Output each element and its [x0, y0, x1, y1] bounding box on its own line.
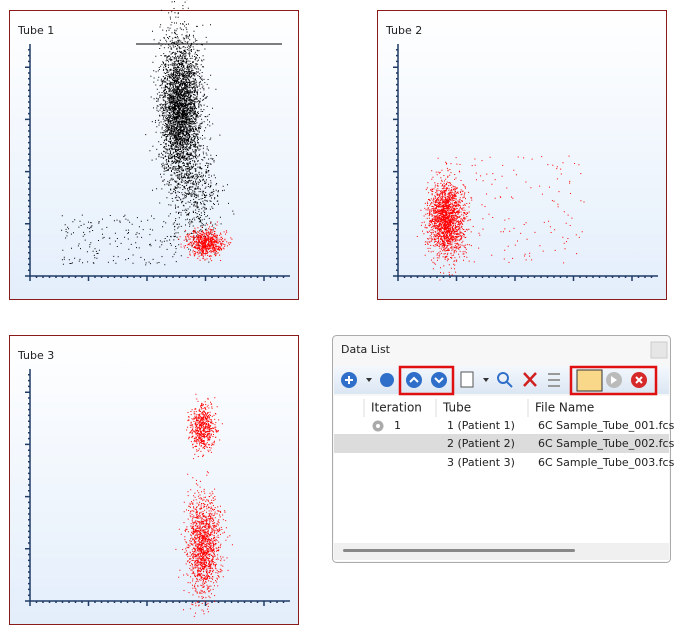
rows: 1 1 (Patient 1) 6C Sample_Tube_001.fcs 2… — [394, 419, 675, 469]
event-cloud — [175, 471, 233, 617]
axes — [25, 369, 290, 606]
cell[interactable]: 1 — [394, 419, 401, 432]
move-up-button[interactable] — [406, 372, 422, 388]
plot-tube-3: Tube 3 — [9, 335, 299, 625]
plot-tube-2: Tube 2 — [377, 10, 667, 300]
cell[interactable]: 6C Sample_Tube_002.fcs — [538, 437, 675, 450]
delete-button[interactable] — [523, 372, 537, 387]
plot-title: Tube 3 — [17, 349, 54, 362]
axes — [393, 44, 658, 281]
iteration-icon-dot — [376, 424, 380, 428]
event-cloud — [436, 155, 585, 266]
axes — [25, 44, 290, 281]
up-icon — [409, 376, 419, 383]
search-button[interactable] — [497, 372, 509, 384]
stop-icon — [635, 376, 643, 384]
report-button[interactable] — [460, 371, 474, 388]
cell[interactable]: 6C Sample_Tube_001.fcs — [538, 419, 675, 432]
down-icon — [434, 377, 444, 384]
highlight-box — [398, 365, 455, 396]
event-cloud — [186, 393, 223, 460]
plot-frame — [9, 335, 299, 625]
column-header[interactable]: File Name — [535, 401, 594, 415]
highlight-box — [569, 365, 658, 396]
add-icon — [345, 376, 353, 384]
row-highlight — [334, 434, 669, 453]
plot-title: Tube 2 — [385, 24, 422, 37]
column-header[interactable]: Tube — [442, 401, 471, 415]
search-handle — [506, 381, 513, 388]
event-cloud — [61, 214, 180, 266]
cell[interactable]: 1 (Patient 1) — [447, 419, 515, 432]
dropdown[interactable] — [366, 378, 372, 382]
column-dividers — [363, 399, 529, 417]
plot-title: Tube 1 — [17, 24, 54, 37]
cell[interactable]: 3 (Patient 3) — [447, 456, 515, 469]
event-cloud — [177, 221, 233, 262]
plot-frame — [9, 10, 299, 300]
event-cloud — [161, 120, 235, 263]
event-cloud — [145, 0, 217, 228]
batch-button[interactable] — [576, 369, 603, 392]
window-title: Data List — [341, 343, 391, 356]
run-icon — [611, 376, 617, 384]
cell[interactable]: 2 (Patient 2) — [447, 437, 515, 450]
dropdown[interactable] — [483, 378, 489, 382]
move-down-button[interactable] — [431, 372, 447, 388]
cell[interactable]: 6C Sample_Tube_003.fcs — [538, 456, 675, 469]
plot-frame — [377, 10, 667, 300]
list-button[interactable] — [548, 373, 560, 387]
plot-tube-1: Tube 1 — [9, 10, 299, 300]
data-list-window: Data List Iteration Tube File Name 1 — [332, 335, 675, 563]
settings-button[interactable] — [380, 373, 394, 387]
event-cloud — [416, 161, 474, 281]
column-header[interactable]: Iteration — [371, 401, 422, 415]
list-area — [334, 396, 669, 561]
close-button[interactable] — [650, 341, 668, 359]
scrollbar-thumb[interactable] — [343, 549, 575, 552]
